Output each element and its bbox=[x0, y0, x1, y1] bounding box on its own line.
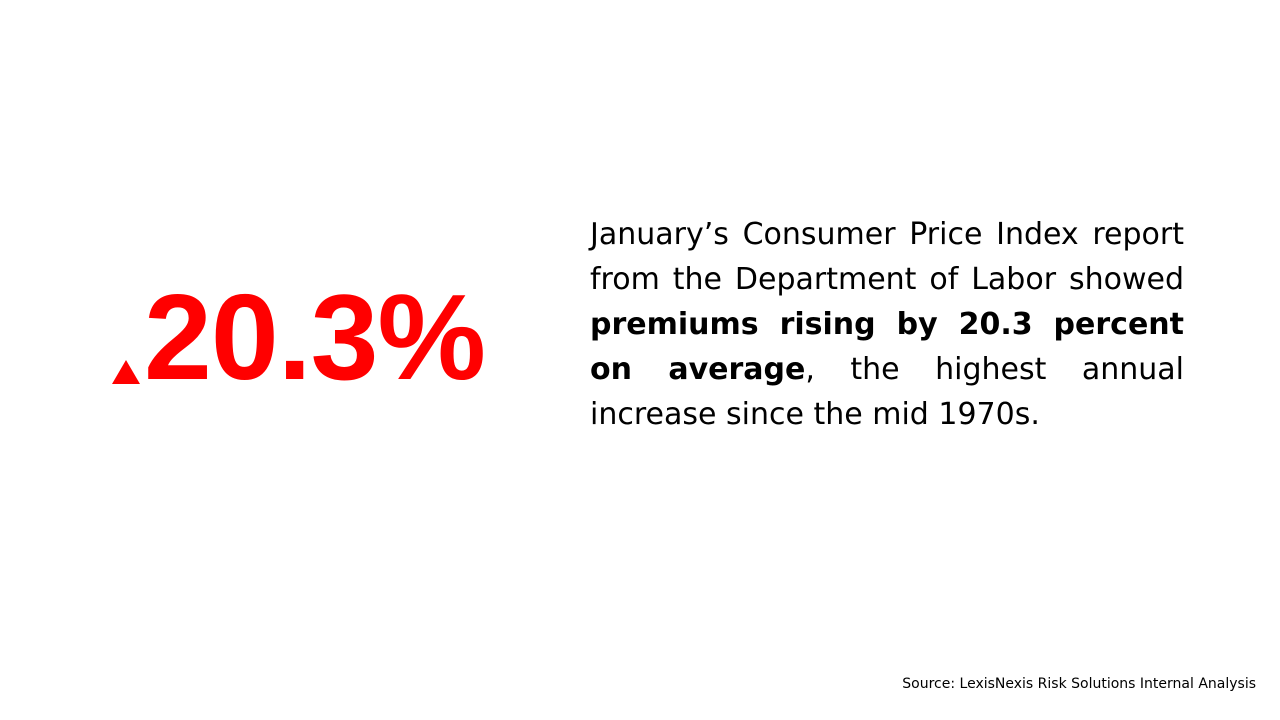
up-triangle-icon bbox=[112, 360, 140, 384]
headline-stat: 20.3% bbox=[112, 269, 486, 405]
description-text-tail: , the highest annual increase since the … bbox=[590, 352, 1184, 432]
stat-value: 20.3% bbox=[144, 269, 486, 405]
source-note: Source: LexisNexis Risk Solutions Intern… bbox=[902, 676, 1256, 692]
description-highlight: premiums rising by 20.3 percent on avera… bbox=[590, 307, 1184, 387]
description-text-lead: January’s Consumer Price Index report fr… bbox=[590, 217, 1184, 297]
description-paragraph: January’s Consumer Price Index report fr… bbox=[590, 212, 1184, 437]
